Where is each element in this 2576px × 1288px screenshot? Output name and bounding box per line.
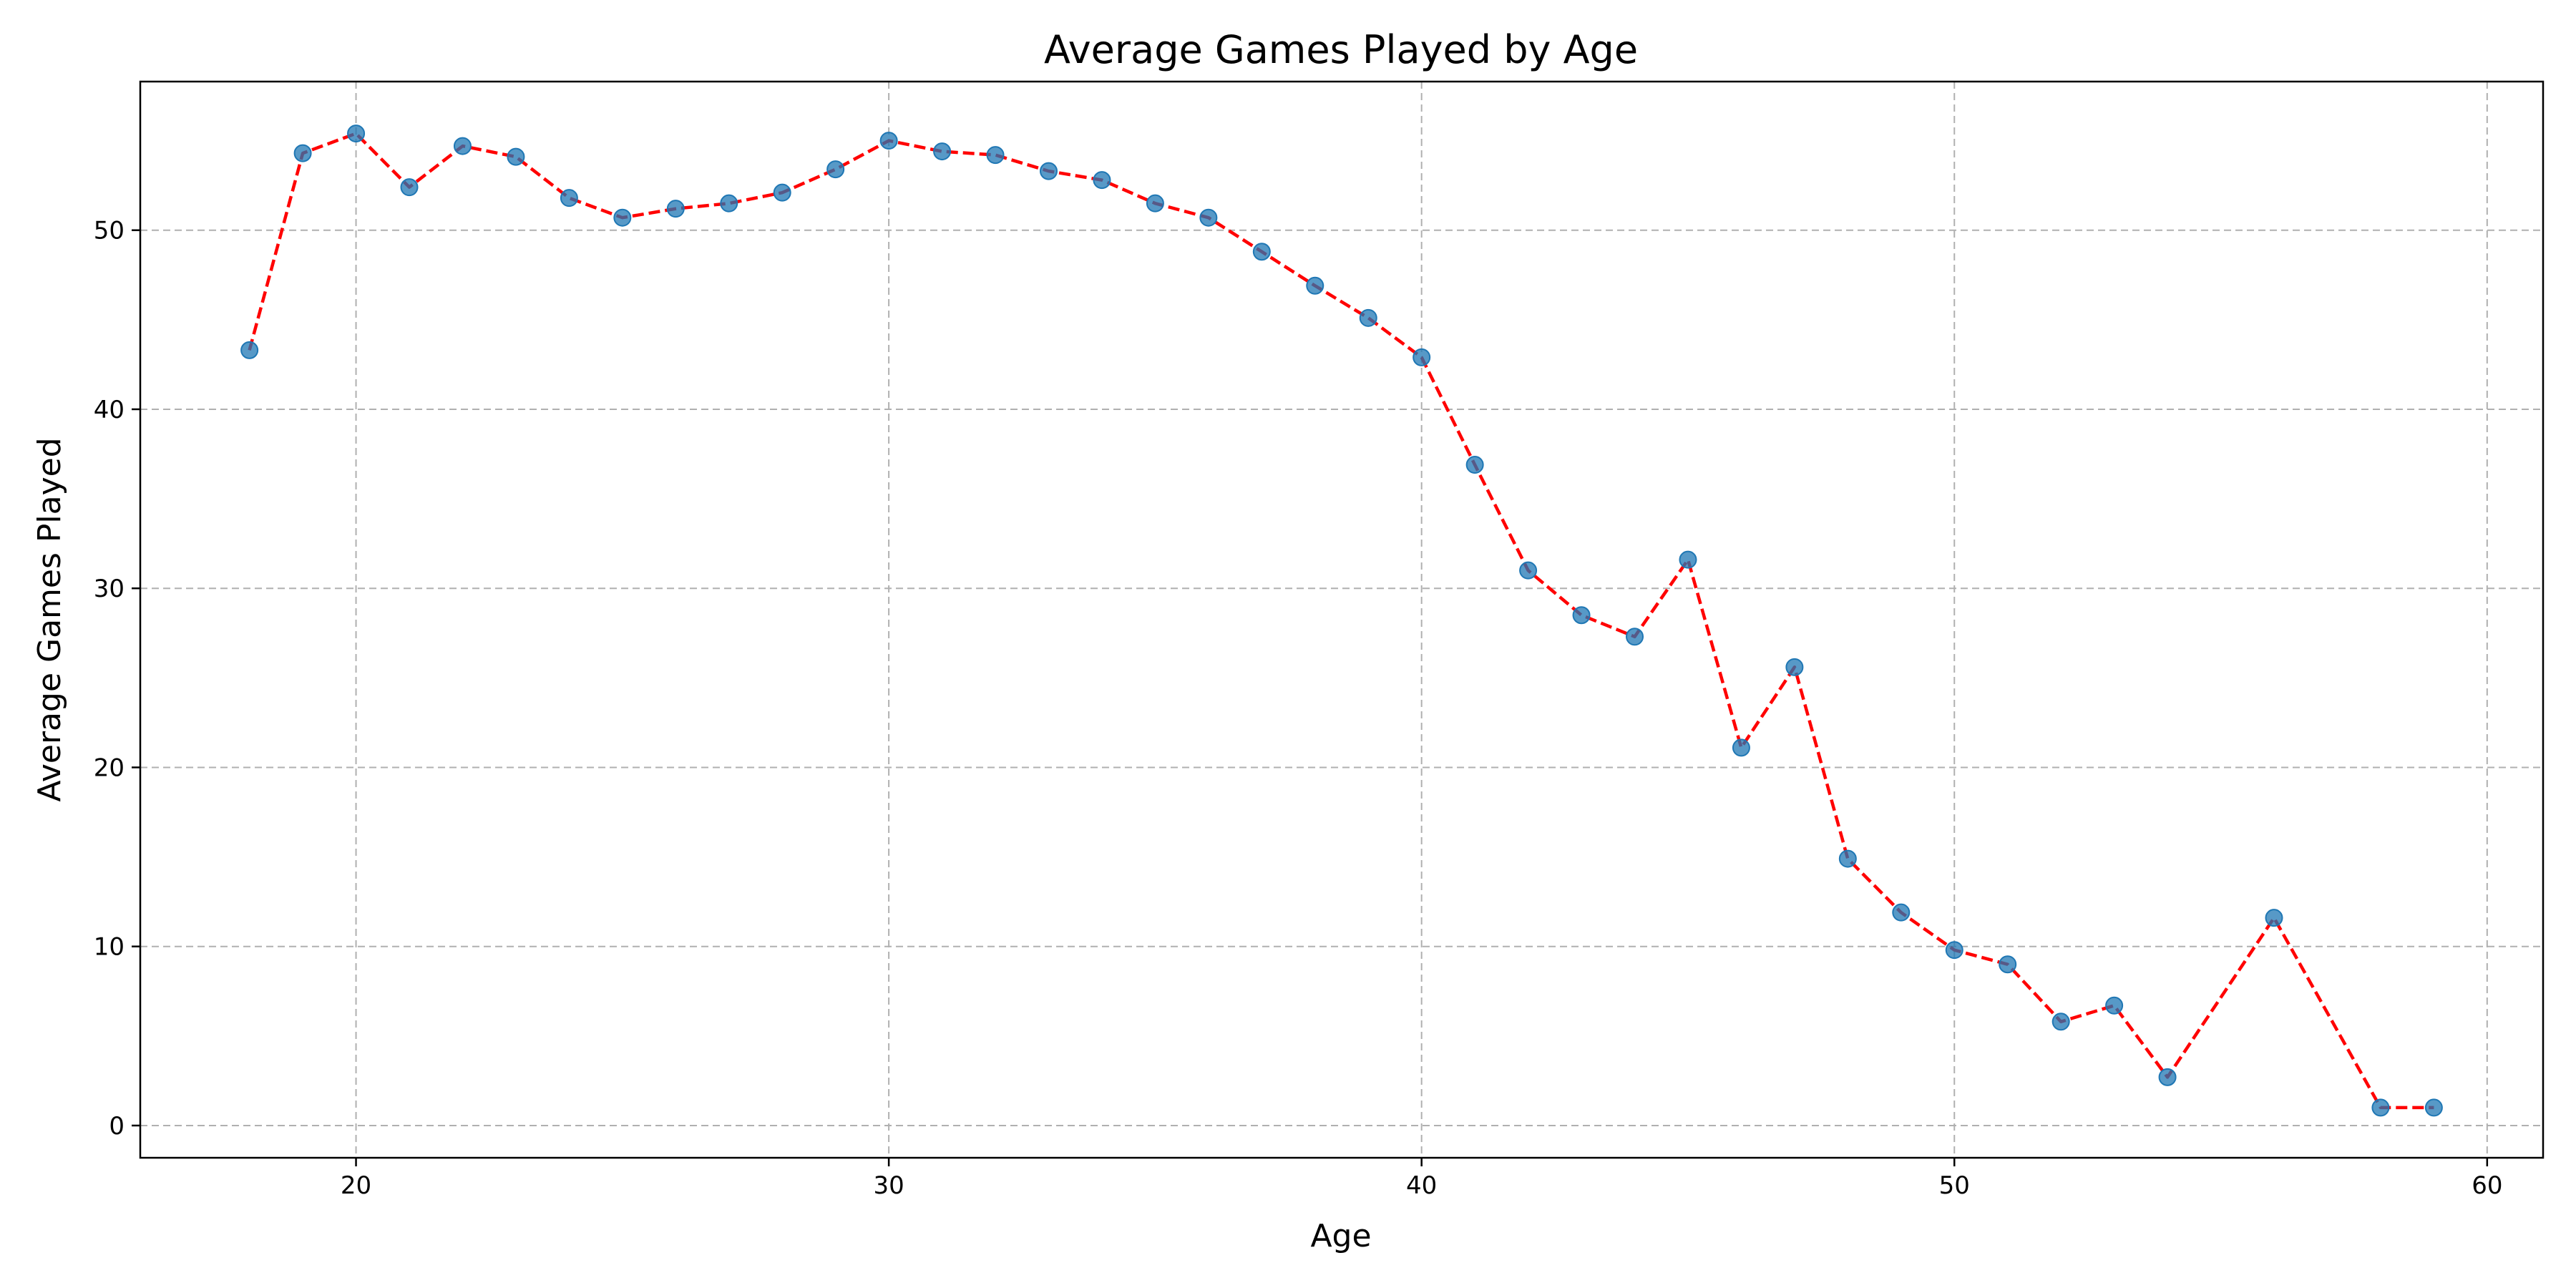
y-tick-label: 30 <box>94 575 125 603</box>
x-tick-label: 20 <box>341 1171 371 1200</box>
data-point <box>773 183 791 202</box>
axis-ticks: 20 30 40 50 60 0 10 20 30 40 50 <box>94 217 2503 1200</box>
y-tick-label: 50 <box>94 217 125 245</box>
data-point <box>1732 738 1750 757</box>
data-point <box>1838 849 1857 868</box>
data-point <box>1572 606 1591 625</box>
data-point <box>1093 171 1111 190</box>
y-tick-label: 40 <box>94 396 125 424</box>
data-point <box>1199 208 1218 227</box>
data-point <box>1945 941 1963 960</box>
data-point <box>1306 276 1324 295</box>
x-tick-label: 50 <box>1939 1171 1970 1200</box>
data-point <box>453 137 472 155</box>
data-point <box>1465 456 1484 474</box>
data-points <box>240 125 2443 1117</box>
y-tick-label: 10 <box>94 933 125 962</box>
data-point <box>666 200 685 218</box>
x-tick-label: 60 <box>2472 1171 2502 1200</box>
data-point <box>507 147 525 166</box>
data-point <box>1999 955 2017 974</box>
data-point <box>1785 658 1804 676</box>
series-line-group <box>248 132 2434 1110</box>
data-point <box>1252 243 1271 261</box>
data-point <box>1413 348 1431 366</box>
data-point <box>933 142 952 161</box>
data-point <box>1359 308 1377 327</box>
data-point <box>1626 628 1644 646</box>
data-point <box>1039 162 1058 180</box>
data-point <box>400 178 419 197</box>
data-point <box>1892 903 1911 922</box>
data-point <box>879 132 898 150</box>
data-point <box>560 189 578 208</box>
y-tick-label: 20 <box>94 753 125 782</box>
data-point <box>240 341 259 359</box>
x-axis-label: Age <box>1310 1218 1371 1254</box>
data-point <box>986 146 1005 165</box>
data-point <box>2371 1098 2390 1117</box>
data-point <box>2265 909 2283 927</box>
data-point <box>2105 996 2124 1015</box>
data-point <box>613 208 632 227</box>
y-tick-label: 0 <box>109 1112 125 1141</box>
data-point <box>1519 561 1538 580</box>
series-line <box>248 132 2434 1110</box>
data-point <box>826 160 845 179</box>
data-point <box>2424 1098 2443 1117</box>
x-tick-label: 30 <box>873 1171 904 1200</box>
data-point <box>2051 1013 2070 1031</box>
data-point <box>1679 550 1697 569</box>
data-point <box>347 125 366 143</box>
x-tick-label: 40 <box>1406 1171 1437 1200</box>
data-point <box>2158 1068 2177 1086</box>
chart-title: Average Games Played by Age <box>1044 27 1638 72</box>
plot-frame <box>139 80 2545 1159</box>
data-point <box>720 194 738 213</box>
data-point <box>293 144 312 162</box>
data-point <box>1146 194 1164 213</box>
gridlines <box>140 82 2543 1158</box>
y-axis-label: Average Games Played <box>31 437 68 801</box>
